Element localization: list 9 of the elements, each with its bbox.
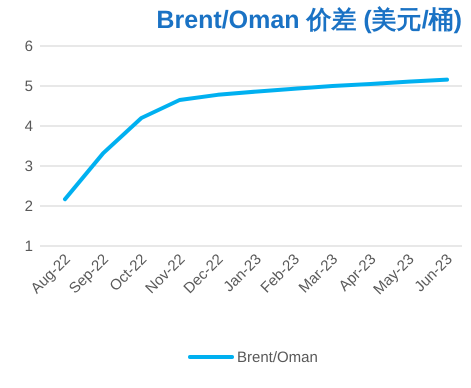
legend-label: Brent/Oman xyxy=(237,349,318,366)
y-tick-label: 3 xyxy=(24,158,33,175)
y-tick-label: 5 xyxy=(24,78,33,95)
y-tick-label: 4 xyxy=(24,118,33,135)
y-tick-label: 2 xyxy=(24,198,33,215)
chart-title: Brent/Oman 价差 (美元/桶) xyxy=(156,6,462,34)
line-series xyxy=(63,78,449,202)
y-tick-label: 1 xyxy=(24,238,33,255)
y-tick-label: 6 xyxy=(24,38,33,55)
